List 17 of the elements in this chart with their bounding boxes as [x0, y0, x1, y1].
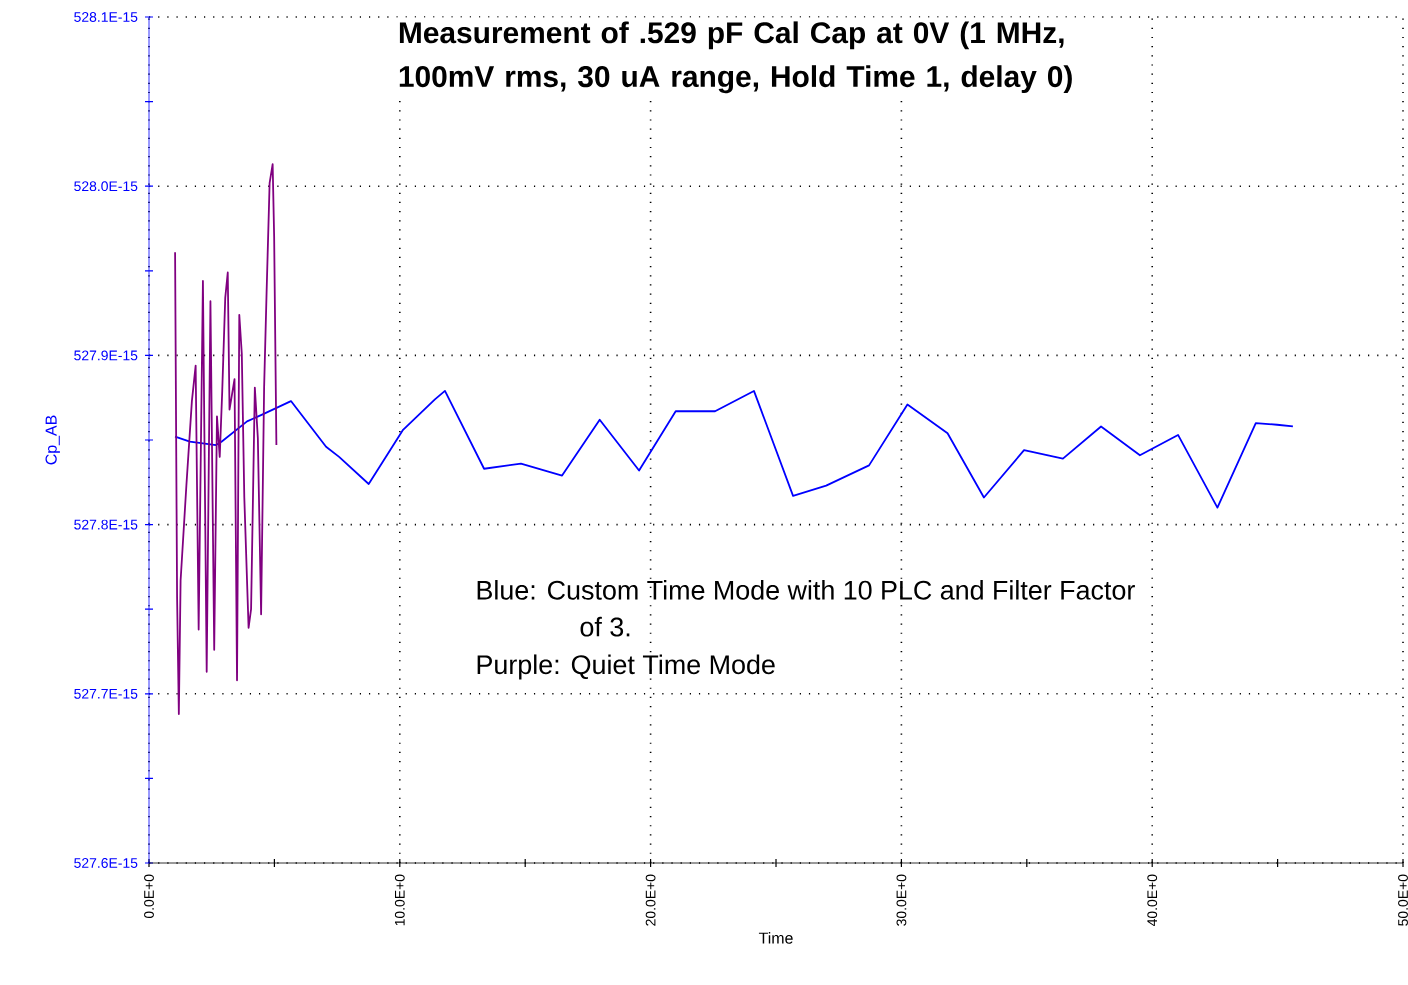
- annotation: Purple: Quiet Time Mode: [477, 654, 775, 680]
- x-tick-label: 30.0E+0: [896, 874, 907, 926]
- y-tick-label: 528.0E-15: [74, 181, 138, 192]
- x-tick-label: 50.0E+0: [1398, 874, 1408, 926]
- text: Measurement of .529 pF Cal Cap at 0V (1 MHz, 100mV rms, 30 uA range, Hold Time 1, delay 0): [399, 21, 1072, 94]
- y-axis-title: Cp_AB: [45, 415, 60, 465]
- x-tick-label: 40.0E+0: [1147, 874, 1158, 927]
- x-tick-label: 20.0E+0: [645, 874, 656, 926]
- y-tick-label: 527.9E-15: [74, 350, 138, 361]
- y-tick-label: 527.6E-15: [74, 858, 138, 868]
- x-tick-label: 0.0E+0: [144, 874, 154, 919]
- annotation: Blue: Custom Time Mode with 10 PLC and Filter Factor of 3.: [477, 579, 1135, 637]
- x-axis-title: Time: [758, 932, 793, 944]
- x-tick-label: 10.0E+0: [394, 874, 405, 926]
- y-tick-label: 527.7E-15: [74, 688, 138, 699]
- y-tick-label: 527.8E-15: [74, 519, 138, 530]
- y-tick-label: 528.1E-15: [74, 12, 138, 22]
